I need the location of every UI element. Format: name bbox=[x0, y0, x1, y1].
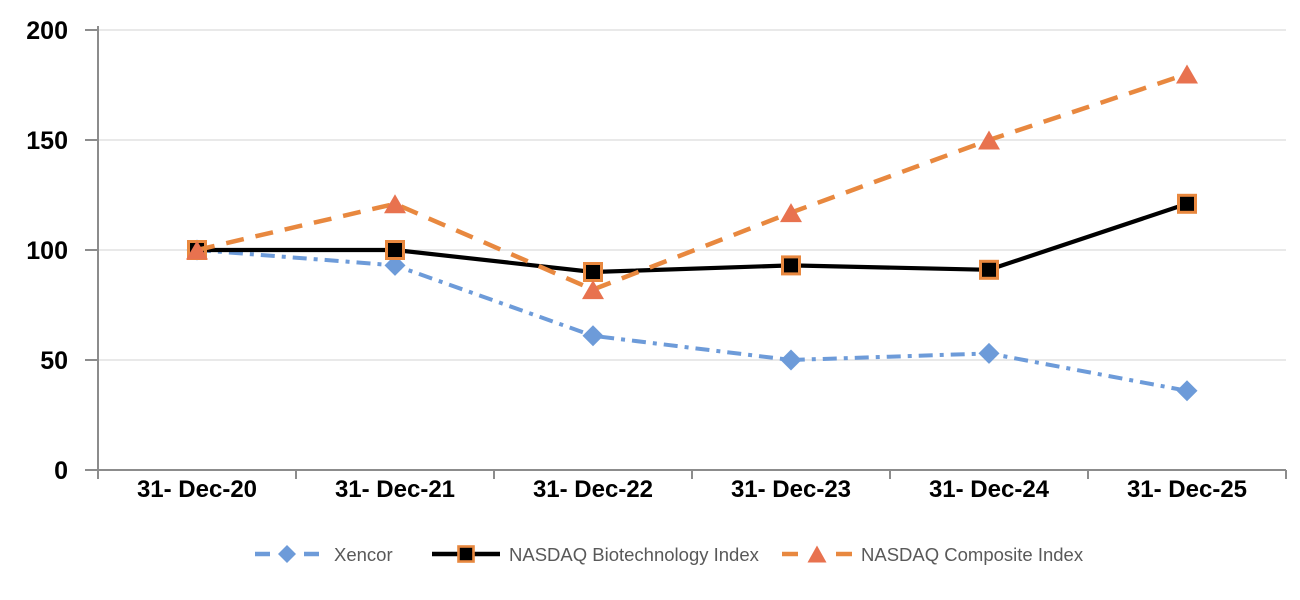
chart-legend: Xencor NASDAQ Biotechnology Index NASDAQ… bbox=[255, 544, 1084, 565]
legend-label-xencor: Xencor bbox=[334, 544, 393, 565]
data-point-marker-s0-p3 bbox=[780, 349, 802, 371]
y-axis-tick-label-200: 200 bbox=[26, 17, 68, 45]
data-point-marker-s1-p4 bbox=[979, 259, 999, 280]
series-xencor bbox=[186, 239, 1198, 402]
legend-label-nasdaq-biotechnology: NASDAQ Biotechnology Index bbox=[509, 544, 760, 565]
legend-triangle-icon bbox=[807, 545, 827, 563]
legend-sample-composite-triangle-icon bbox=[782, 545, 852, 563]
y-axis-tick-label-150: 150 bbox=[26, 127, 68, 155]
data-point-marker-s1-p1 bbox=[385, 240, 405, 260]
series-layer bbox=[186, 64, 1198, 402]
legend-sample-xencor-diamond-icon bbox=[255, 545, 319, 563]
data-point-marker-s0-p1 bbox=[384, 254, 406, 276]
legend-item-nasdaq-biotechnology: NASDAQ Biotechnology Index bbox=[432, 544, 760, 565]
data-point-marker-s2-p0 bbox=[186, 240, 208, 260]
x-axis-category-label-0: 31- Dec-20 bbox=[137, 476, 257, 503]
x-axis-category-label-2: 31- Dec-22 bbox=[533, 476, 653, 503]
data-point-marker-s1-p3 bbox=[781, 255, 801, 276]
legend-square-icon bbox=[457, 545, 475, 563]
y-axis-tick-label-50: 50 bbox=[40, 347, 68, 375]
legend-item-nasdaq-composite: NASDAQ Composite Index bbox=[782, 544, 1084, 565]
legend-sample-biotech-square-icon bbox=[432, 545, 500, 563]
data-point-marker-s2-p1 bbox=[384, 194, 406, 214]
y-axis-tick-label-100: 100 bbox=[26, 237, 68, 265]
data-point-marker-s2-p3 bbox=[780, 203, 802, 223]
x-axis-category-label-4: 31- Dec-24 bbox=[929, 476, 1050, 503]
gridlines-layer bbox=[98, 29, 1286, 361]
series-line-0 bbox=[196, 248, 1188, 393]
data-point-marker-s0-p4 bbox=[978, 342, 1000, 364]
data-point-marker-s0-p5 bbox=[1176, 380, 1198, 402]
x-axis-category-label-3: 31- Dec-23 bbox=[731, 476, 851, 503]
data-point-marker-s2-p5 bbox=[1176, 64, 1198, 84]
legend-item-xencor: Xencor bbox=[255, 544, 393, 565]
legend-label-nasdaq-composite: NASDAQ Composite Index bbox=[861, 544, 1084, 565]
series-nasdaq-composite-index bbox=[186, 64, 1198, 300]
data-point-marker-s2-p4 bbox=[978, 130, 1000, 150]
x-axis-category-label-5: 31- Dec-25 bbox=[1127, 476, 1247, 503]
y-axis-tick-label-0: 0 bbox=[54, 457, 68, 485]
data-point-marker-s1-p5 bbox=[1177, 193, 1197, 214]
series-line-2 bbox=[196, 71, 1188, 293]
series-line-1 bbox=[197, 201, 1188, 275]
data-point-marker-s2-p2 bbox=[582, 280, 604, 300]
axis-labels-layer: 0 50 100 150 200 31- Dec-20 31- Dec-21 31- Dec-… bbox=[26, 17, 1247, 503]
x-axis-category-label-1: 31- Dec-21 bbox=[335, 476, 455, 503]
data-point-marker-s1-p2 bbox=[583, 262, 603, 282]
data-point-marker-s0-p2 bbox=[582, 325, 604, 347]
series-nasdaq-biotechnology-index bbox=[187, 193, 1197, 282]
legend-diamond-icon bbox=[278, 545, 296, 563]
axes-layer bbox=[85, 26, 1287, 479]
